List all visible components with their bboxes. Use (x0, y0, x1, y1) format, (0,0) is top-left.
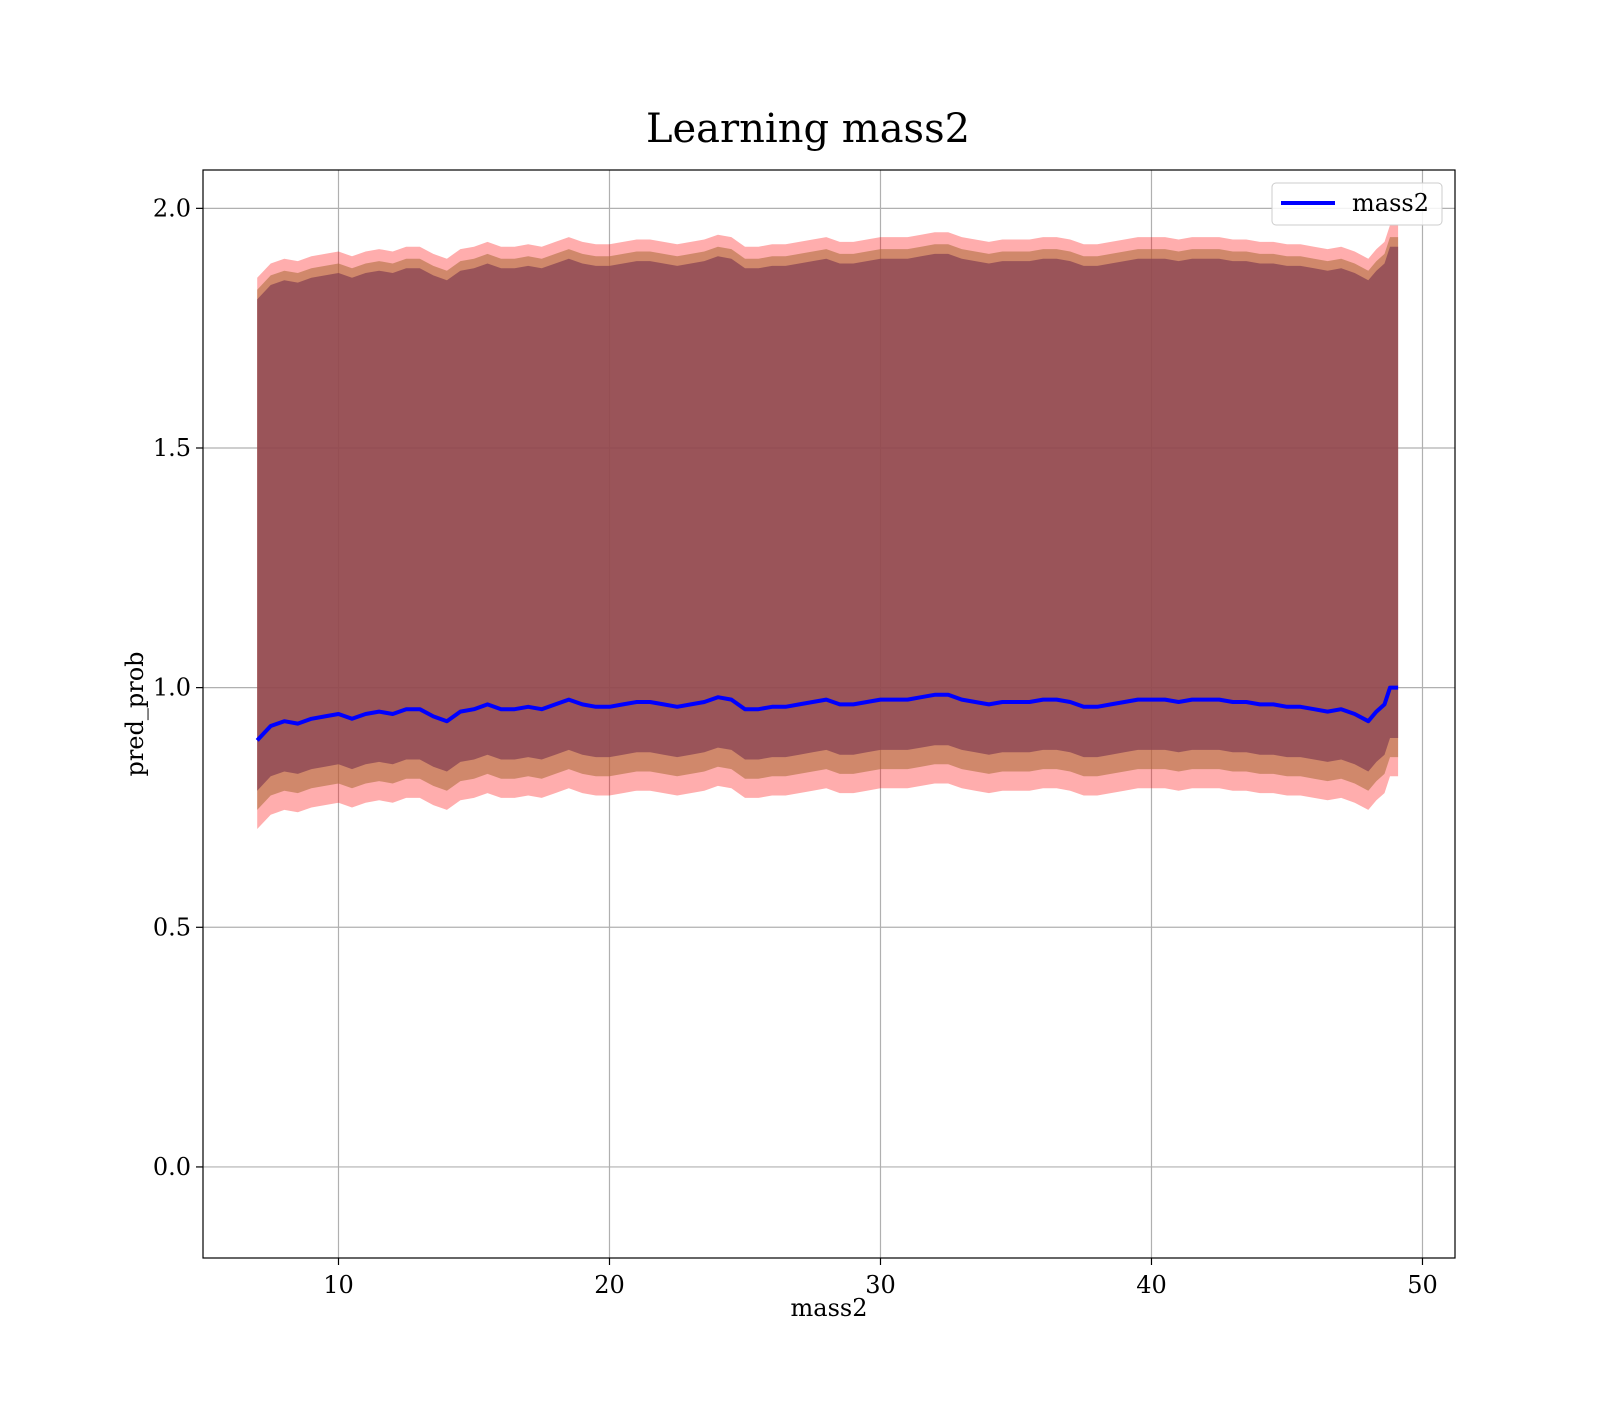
chart-title: Learning mass2 (646, 106, 970, 152)
y-tick-label: 0.0 (153, 1153, 191, 1181)
x-tick-label: 20 (594, 1271, 625, 1299)
y-axis-label: pred_prob (121, 651, 149, 776)
x-tick-label: 50 (1407, 1271, 1438, 1299)
band-inner (257, 246, 1399, 791)
series-line-mass2 (255, 685, 1399, 742)
x-tick-label: 40 (1136, 1271, 1167, 1299)
legend-label-mass2: mass2 (1352, 189, 1429, 217)
x-tick-label: 30 (865, 1271, 896, 1299)
series-lines (255, 685, 1399, 742)
x-axis-label: mass2 (791, 1294, 868, 1322)
legend-box (1271, 182, 1443, 226)
y-tick-label: 1.5 (153, 434, 191, 462)
y-tick-label: 2.0 (153, 194, 191, 222)
y-tick-label: 1.0 (153, 674, 191, 702)
axis-ticks: 10 20 30 40 50 0.0 0.5 1.0 1.5 2.0 (153, 194, 1438, 1299)
plot-frame (202, 169, 1456, 1259)
x-tick-label: 10 (323, 1271, 354, 1299)
y-tick-label: 0.5 (153, 913, 191, 941)
confidence-bands (257, 225, 1399, 830)
legend: mass2 (1271, 182, 1443, 226)
